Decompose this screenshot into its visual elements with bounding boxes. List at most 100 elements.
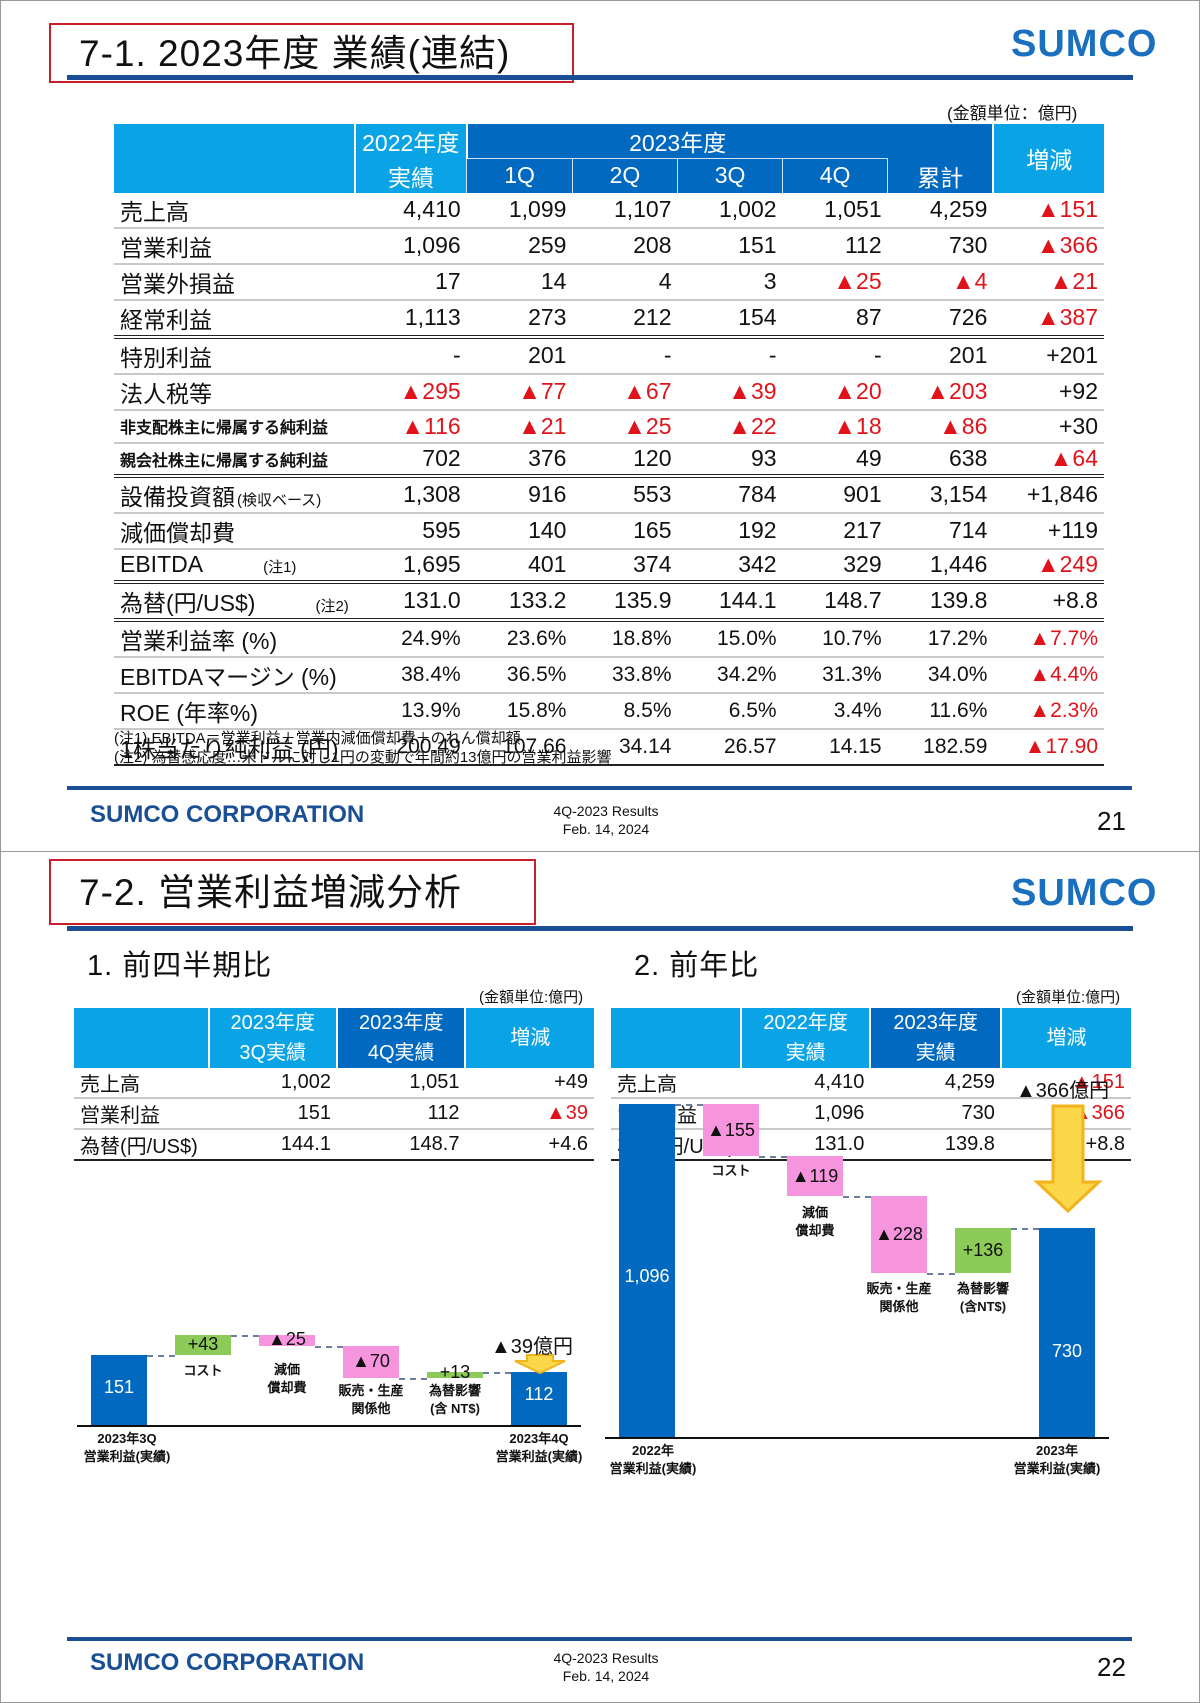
page-number: 22 bbox=[1097, 1652, 1126, 1682]
cell-value: - bbox=[354, 336, 467, 375]
table-row: 特別利益 -201- - -201 +201 bbox=[114, 336, 1104, 375]
table-row: 売上高 1,002 1,051 +49 bbox=[74, 1068, 594, 1099]
left-heading: 1. 前四半期比 bbox=[87, 950, 273, 982]
bar-end: 730 bbox=[1039, 1228, 1095, 1437]
down-arrow-icon bbox=[1033, 1104, 1103, 1214]
cell-value: 4 bbox=[572, 263, 678, 301]
cell-value: 144.1 bbox=[208, 1129, 337, 1161]
cell-value: 1,308 bbox=[354, 475, 467, 514]
cell-value: 4,259 bbox=[870, 1068, 1001, 1099]
category-start: 2022年 営業利益(実績) bbox=[609, 1443, 697, 1476]
connector bbox=[399, 1378, 427, 1380]
cell-value: 1,096 bbox=[354, 227, 467, 265]
table-row: 経常利益 1,113 273 212 154 87 726 ▲387 bbox=[114, 299, 1104, 339]
cell-value: 165 bbox=[572, 512, 678, 550]
cell-value: 3,154 bbox=[887, 475, 994, 514]
connector bbox=[759, 1156, 787, 1158]
header-row-1: 2022年度 2023年度 累計 増減 bbox=[114, 124, 1104, 193]
cell-value: ▲64 bbox=[993, 442, 1104, 478]
cell-value: ▲21 bbox=[993, 263, 1104, 301]
title-highlight-box bbox=[49, 23, 574, 83]
cell-value: ▲39 bbox=[677, 373, 783, 411]
bar-sales-production: ▲70 bbox=[343, 1346, 399, 1378]
header-blank bbox=[611, 1008, 741, 1068]
connector bbox=[315, 1346, 343, 1348]
cell-value: 15.0% bbox=[677, 619, 783, 658]
results-table: 2022年度 2023年度 累計 増減 実績 1Q 2Q 3Q 4Q 売上高 4,… bbox=[114, 124, 1104, 766]
cell-value: 4,410 bbox=[740, 1068, 871, 1099]
cell-value: 34.2% bbox=[677, 656, 783, 694]
category-fx: 為替影響 (含 NT$) bbox=[428, 1383, 481, 1416]
cell-value: 784 bbox=[677, 475, 783, 514]
cell-value: 17.2% bbox=[887, 619, 994, 658]
header-3q-b: 3Q実績 bbox=[207, 1038, 337, 1068]
cell-value: 208 bbox=[572, 227, 678, 265]
row-label: 特別利益 bbox=[114, 336, 355, 375]
row-label: 法人税等 bbox=[114, 373, 355, 411]
category-start: 2023年3Q 営業利益(実績) bbox=[83, 1431, 171, 1464]
cell-value: ▲203 bbox=[887, 373, 994, 411]
cell-value: 4,410 bbox=[354, 192, 467, 229]
connector bbox=[675, 1104, 703, 1106]
cell-value: 38.4% bbox=[354, 656, 467, 694]
cell-value: 23.6% bbox=[466, 619, 573, 658]
cell-value: - bbox=[782, 336, 888, 375]
cell-value: ▲151 bbox=[1000, 1068, 1131, 1099]
cell-value: 36.5% bbox=[466, 656, 573, 694]
footnote-1: (注1) EBITDA＝営業利益＋営業内減価償却費＋のれん償却額 bbox=[114, 730, 521, 747]
footer-corp: SUMCO CORPORATION bbox=[90, 801, 365, 828]
cell-value: 273 bbox=[466, 299, 573, 339]
row-label: 売上高 bbox=[114, 192, 355, 229]
cell-value: ▲295 bbox=[354, 373, 467, 411]
page-number: 21 bbox=[1097, 806, 1126, 836]
cell-value: ▲249 bbox=[993, 548, 1104, 584]
cell-value: 151 bbox=[677, 227, 783, 265]
slide-title: 7-2. 営業利益増減分析 bbox=[79, 872, 463, 913]
bar-start: 151 bbox=[91, 1355, 147, 1425]
cell-value: ▲18 bbox=[782, 409, 888, 444]
header-3q-a: 2023年度 bbox=[207, 1008, 337, 1038]
cell-value: 131.0 bbox=[354, 581, 467, 622]
unit-label: (金額単位：億円) bbox=[947, 104, 1078, 123]
row-label: 営業外損益 bbox=[114, 263, 355, 301]
cell-value: 1,107 bbox=[572, 192, 678, 229]
cell-value: ▲366 bbox=[993, 227, 1104, 265]
footer-rule bbox=[67, 1637, 1132, 1641]
bar-depreciation: ▲25 bbox=[259, 1329, 315, 1349]
cell-value: 200.49 bbox=[354, 728, 467, 766]
cell-value: ▲22 bbox=[677, 409, 783, 444]
cell-value: +119 bbox=[993, 512, 1104, 550]
cell-value: ▲86 bbox=[887, 409, 994, 444]
bar-end: 112 bbox=[511, 1372, 567, 1425]
cell-value: 131.0 bbox=[740, 1129, 871, 1161]
cell-value: 10.7% bbox=[782, 619, 888, 658]
cell-value: 1,002 bbox=[677, 192, 783, 229]
bar-start: 1,096 bbox=[619, 1104, 675, 1437]
header-fy2023: 2023年度 bbox=[465, 124, 888, 159]
category-fx: 為替影響 (含NT$) bbox=[956, 1281, 1009, 1314]
header-total: 累計 bbox=[887, 124, 994, 193]
cell-value: 15.8% bbox=[466, 692, 573, 730]
header-4q-b: 4Q実績 bbox=[335, 1038, 466, 1068]
table-row: 売上高 4,410 4,259 ▲151 bbox=[611, 1068, 1131, 1099]
row-label: EBITDAマージン (%) bbox=[114, 656, 355, 694]
cell-value: 14 bbox=[466, 263, 573, 301]
cell-value: 916 bbox=[466, 475, 573, 514]
cell-value: ▲387 bbox=[993, 299, 1104, 339]
cell-value: ▲39 bbox=[465, 1098, 594, 1130]
category-cost: コスト bbox=[183, 1363, 223, 1378]
cell-value: 151 bbox=[208, 1098, 337, 1130]
cell-value: 201 bbox=[466, 336, 573, 375]
connector bbox=[1011, 1228, 1039, 1230]
qoq-table: 2023年度 2023年度 増減 3Q実績 4Q実績 売上高 1,002 1,051… bbox=[74, 1008, 594, 1161]
footer-results: 4Q-2023 Results bbox=[553, 803, 659, 819]
row-label: 営業利益 bbox=[74, 1098, 209, 1130]
table-row: 減価償却費 595 140 165 192 217 714 +119 bbox=[114, 512, 1104, 550]
cell-value: 376 bbox=[466, 442, 573, 478]
cell-value: ▲2.3% bbox=[993, 692, 1104, 730]
category-cost: コスト bbox=[711, 1163, 751, 1178]
header-fy2022-b: 実績 bbox=[739, 1038, 871, 1068]
row-label: 為替(円/US$) (注2) bbox=[114, 581, 355, 622]
cell-value: 4,259 bbox=[887, 192, 994, 229]
cell-value: ▲77 bbox=[466, 373, 573, 411]
